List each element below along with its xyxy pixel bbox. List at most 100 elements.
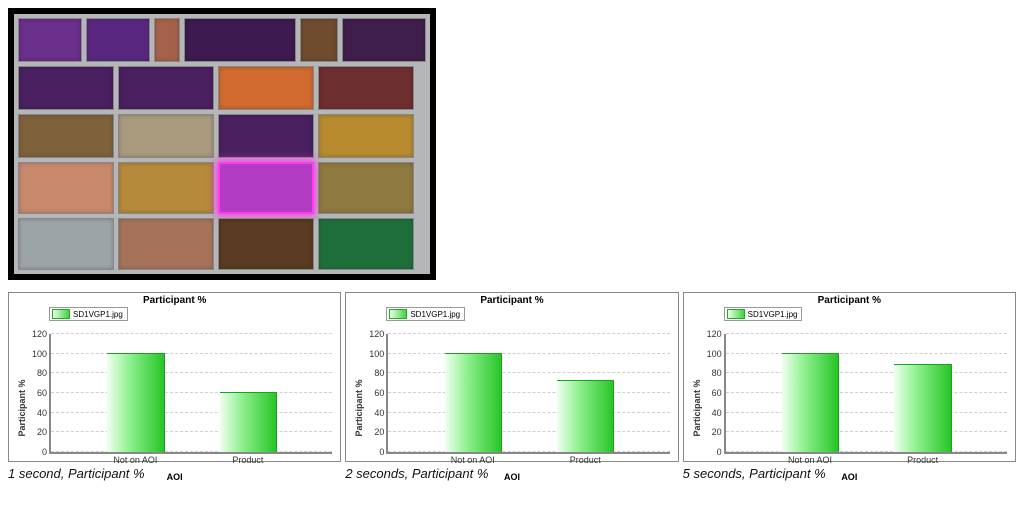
chart: Participant %SD1VGP1.jpgParticipant %020…: [345, 292, 678, 462]
shelf-row: [18, 66, 426, 110]
shelf-aoi-highlight: [218, 162, 314, 214]
gridline: [388, 353, 669, 354]
shelf-section: [318, 114, 414, 158]
legend-swatch: [389, 309, 407, 319]
x-axis-title: AOI: [346, 472, 677, 484]
y-tick-label: 20: [694, 427, 722, 437]
chart-title: Participant %: [684, 293, 1015, 306]
y-tick-label: 120: [356, 329, 384, 339]
bar: [445, 353, 502, 452]
gridline: [726, 392, 1007, 393]
bar: [782, 353, 839, 452]
gridline: [51, 431, 332, 432]
chart-legend: SD1VGP1.jpg: [386, 307, 465, 321]
y-tick-label: 100: [694, 349, 722, 359]
legend-text: SD1VGP1.jpg: [410, 310, 460, 319]
chart-title: Participant %: [9, 293, 340, 306]
gridline: [51, 372, 332, 373]
gridline: [388, 451, 669, 452]
charts-row: Participant %SD1VGP1.jpgParticipant %020…: [8, 292, 1016, 481]
y-tick-label: 80: [356, 368, 384, 378]
shelf-grid: [18, 18, 426, 270]
y-tick-label: 20: [356, 427, 384, 437]
shelf-section: [18, 66, 114, 110]
y-tick-label: 40: [694, 408, 722, 418]
chart: Participant %SD1VGP1.jpgParticipant %020…: [683, 292, 1016, 462]
shelf-section: [154, 18, 180, 62]
y-tick-label: 120: [694, 329, 722, 339]
chart-cell: Participant %SD1VGP1.jpgParticipant %020…: [345, 292, 678, 481]
y-tick-label: 60: [694, 388, 722, 398]
y-tick-label: 100: [356, 349, 384, 359]
legend-text: SD1VGP1.jpg: [73, 310, 123, 319]
legend-text: SD1VGP1.jpg: [748, 310, 798, 319]
plot-area: 020406080100120Not on AOIProduct: [49, 334, 332, 454]
x-tick-label: Product: [232, 455, 263, 465]
x-axis-title: AOI: [684, 472, 1015, 484]
gridline: [726, 372, 1007, 373]
shelf-section: [318, 66, 414, 110]
shelf-section: [300, 18, 338, 62]
y-tick-label: 100: [19, 349, 47, 359]
gridline: [726, 333, 1007, 334]
shelf-section: [118, 66, 214, 110]
y-tick-label: 0: [694, 447, 722, 457]
shelf-section: [218, 218, 314, 270]
gridline: [388, 333, 669, 334]
y-tick-label: 80: [19, 368, 47, 378]
y-tick-label: 60: [356, 388, 384, 398]
shelf-row: [18, 162, 426, 214]
plot-area: 020406080100120Not on AOIProduct: [724, 334, 1007, 454]
shelf-row: [18, 18, 426, 62]
x-tick-label: Product: [907, 455, 938, 465]
gridline: [388, 412, 669, 413]
y-tick-label: 40: [356, 408, 384, 418]
shelf-section: [342, 18, 426, 62]
y-tick-label: 0: [356, 447, 384, 457]
shelf-section: [18, 218, 114, 270]
chart: Participant %SD1VGP1.jpgParticipant %020…: [8, 292, 341, 462]
shelf-stimulus: [8, 8, 436, 280]
shelf-section: [86, 18, 150, 62]
shelf-section: [184, 18, 296, 62]
gridline: [726, 412, 1007, 413]
legend-swatch: [727, 309, 745, 319]
x-tick-label: Not on AOI: [788, 455, 832, 465]
gridline: [726, 431, 1007, 432]
shelf-section: [218, 114, 314, 158]
chart-legend: SD1VGP1.jpg: [724, 307, 803, 321]
gridline: [51, 392, 332, 393]
x-tick-label: Not on AOI: [113, 455, 157, 465]
bar: [557, 380, 614, 452]
shelf-section: [218, 66, 314, 110]
gridline: [51, 412, 332, 413]
gridline: [388, 372, 669, 373]
gridline: [51, 353, 332, 354]
x-axis-title: AOI: [9, 472, 340, 484]
chart-cell: Participant %SD1VGP1.jpgParticipant %020…: [8, 292, 341, 481]
chart-legend: SD1VGP1.jpg: [49, 307, 128, 321]
plot-area: 020406080100120Not on AOIProduct: [386, 334, 669, 454]
shelf-row: [18, 114, 426, 158]
gridline: [388, 392, 669, 393]
y-tick-label: 120: [19, 329, 47, 339]
gridline: [388, 431, 669, 432]
bar: [220, 392, 277, 452]
y-tick-label: 20: [19, 427, 47, 437]
gridline: [726, 353, 1007, 354]
shelf-section: [18, 114, 114, 158]
gridline: [51, 333, 332, 334]
y-tick-label: 0: [19, 447, 47, 457]
shelf-section: [318, 218, 414, 270]
shelf-section: [118, 162, 214, 214]
shelf-section: [18, 18, 82, 62]
legend-swatch: [52, 309, 70, 319]
shelf-row: [18, 218, 426, 270]
bar: [894, 364, 951, 452]
gridline: [726, 451, 1007, 452]
shelf-section: [18, 162, 114, 214]
chart-cell: Participant %SD1VGP1.jpgParticipant %020…: [683, 292, 1016, 481]
x-tick-label: Product: [570, 455, 601, 465]
chart-title: Participant %: [346, 293, 677, 306]
shelf-section: [118, 114, 214, 158]
